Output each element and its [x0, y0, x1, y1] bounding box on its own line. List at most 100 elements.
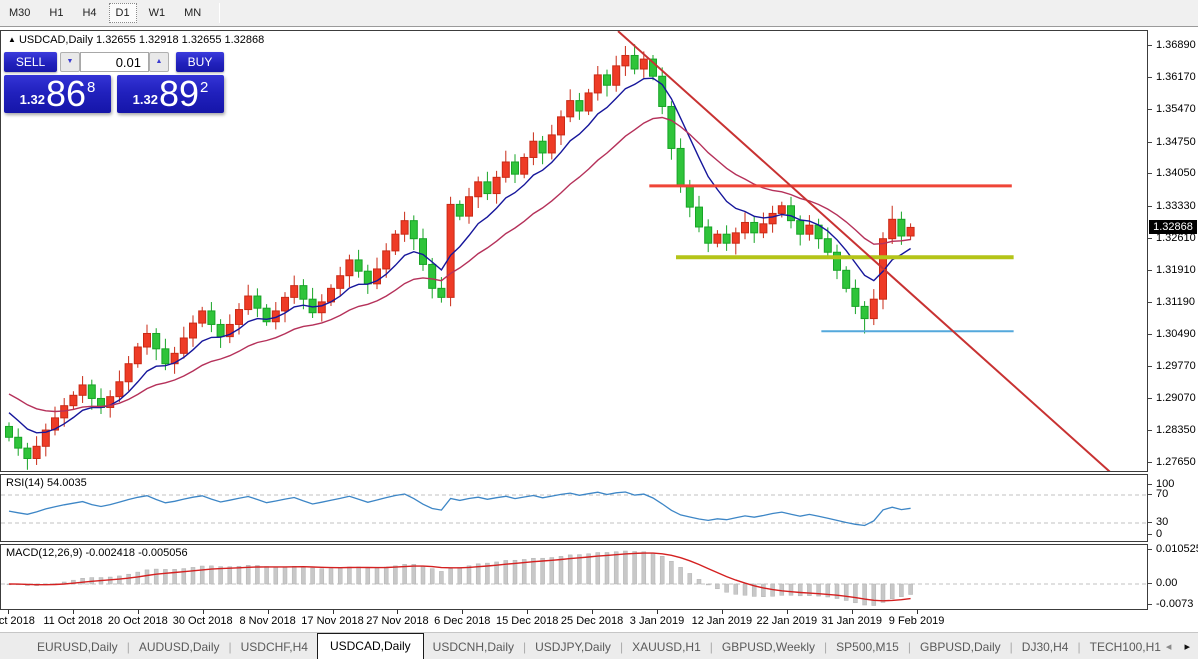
macd-histogram-bar: [347, 566, 352, 585]
timeframe-toolbar: M30 H1 H4 D1 W1 MN: [0, 0, 1198, 27]
tab-dj30-h4[interactable]: DJ30,H4: [1021, 640, 1069, 654]
candle-body: [51, 417, 59, 431]
macd-histogram-bar: [613, 551, 619, 585]
price-axis-label: 1.36170: [1156, 71, 1196, 84]
tab-separator: |: [1009, 640, 1013, 654]
rsi-axis-tick: [1148, 522, 1152, 523]
macd-histogram-bar: [310, 567, 315, 585]
price-axis-label: 1.32610: [1156, 232, 1196, 245]
time-axis-tick: [721, 610, 723, 614]
macd-histogram-bar: [319, 568, 325, 585]
price-axis-label: 1.30490: [1156, 327, 1196, 340]
macd-histogram-bar: [264, 566, 269, 585]
tab-separator: |: [619, 640, 624, 654]
macd-histogram-bar: [163, 569, 168, 585]
timeframe-button-h1[interactable]: H1: [49, 7, 64, 19]
candle-body: [897, 218, 906, 237]
buy-price-box[interactable]: 1.32 89 2: [117, 75, 224, 113]
tab-eurusd-daily[interactable]: EURUSD,Daily: [37, 640, 118, 654]
timeframe-button-h4[interactable]: H4: [82, 7, 97, 19]
macd-histogram-bar: [742, 583, 748, 596]
candle-body: [290, 285, 299, 298]
timeframe-button-mn[interactable]: MN: [184, 7, 202, 19]
tab-usdcad-daily[interactable]: USDCAD,Daily: [316, 633, 424, 659]
time-axis-tick: [592, 610, 594, 614]
toolbar-separator: [219, 3, 221, 23]
tab-gbpusd-weekly[interactable]: GBPUSD,Weekly: [721, 640, 816, 654]
candle-body: [547, 134, 556, 154]
tab-scroll-right-icon[interactable]: ▸: [1184, 641, 1190, 653]
macd-histogram-bar: [705, 583, 711, 586]
macd-indicator-panel[interactable]: [0, 544, 1148, 610]
ma-slow-line: [8, 116, 911, 413]
tab-scroll-left-icon[interactable]: ◂: [1165, 641, 1172, 653]
tab-sp500-m15[interactable]: SP500,M15: [836, 640, 899, 654]
macd-histogram-bar: [374, 567, 380, 585]
macd-axis-label: 0.010525: [1156, 543, 1198, 555]
candle-body: [253, 295, 262, 309]
time-axis-tick: [202, 610, 204, 614]
candle-body: [492, 176, 501, 195]
tab-usdchf-h4[interactable]: USDCHF,H4: [240, 640, 308, 654]
candle-body: [189, 322, 197, 339]
tab-gbpusd-daily[interactable]: GBPUSD,Daily: [919, 640, 1001, 654]
rsi-line: [8, 491, 911, 527]
candle-body: [345, 259, 354, 277]
descending-trendline[interactable]: [617, 31, 1111, 472]
timeframe-button-d1[interactable]: D1: [108, 3, 137, 23]
candle-body: [409, 220, 418, 240]
tab-usdjpy-daily[interactable]: USDJPY,Daily: [535, 640, 611, 654]
candle-body: [152, 332, 161, 350]
rsi-axis-label: 100: [1156, 478, 1175, 490]
macd-signal-line: [8, 552, 911, 602]
price-axis[interactable]: 1.36890 1.36170 1.35470 1.34750 1.34050 1.333…: [1148, 30, 1198, 610]
price-axis-tick: [1148, 141, 1152, 143]
price-axis-label: 1.28350: [1156, 424, 1196, 437]
candle-body: [759, 223, 768, 234]
macd-histogram-bar: [641, 551, 647, 585]
macd-histogram-bar: [494, 561, 499, 585]
volume-decrease-button[interactable]: ▼: [60, 52, 80, 72]
price-axis-tick: [1148, 430, 1152, 432]
time-axis-label: 3 Jan 2019: [629, 615, 685, 627]
macd-histogram-bar: [181, 568, 187, 585]
candle-body: [695, 206, 703, 228]
time-axis-tick: [397, 610, 399, 614]
timeframe-button-w1[interactable]: W1: [148, 7, 166, 19]
sell-button[interactable]: SELL: [4, 52, 57, 72]
timeframe-button-m30[interactable]: M30: [9, 7, 31, 19]
time-axis-tick: [267, 610, 269, 614]
macd-histogram-bar: [126, 573, 131, 585]
chart-close: 1.32868: [224, 34, 265, 46]
tab-xauusd-h1[interactable]: XAUUSD,H1: [632, 640, 701, 654]
buy-price-prefix: 1.32: [132, 91, 158, 107]
candle-body: [446, 203, 455, 298]
price-axis-label: 1.36890: [1156, 39, 1196, 51]
candle-body: [207, 310, 216, 325]
time-axis-label: 11 Oct 2018: [43, 615, 103, 627]
time-axis[interactable]: 2 Oct 2018 11 Oct 2018 20 Oct 2018 30 Oct 2…: [0, 610, 1148, 632]
buy-price-digits: 89: [158, 73, 199, 114]
candle-body: [593, 74, 602, 94]
volume-input[interactable]: [80, 52, 149, 72]
rsi-indicator-panel[interactable]: [0, 474, 1148, 542]
candle-body: [216, 323, 225, 338]
tab-usdcnh-daily[interactable]: USDCNH,Daily: [432, 640, 514, 654]
macd-histogram-bar: [733, 583, 739, 595]
buy-button[interactable]: BUY: [176, 52, 224, 72]
time-axis-label: 17 Nov 2018: [301, 615, 364, 627]
tab-tech100-h1[interactable]: TECH100,H1: [1089, 640, 1161, 654]
macd-histogram-bar: [880, 583, 886, 603]
sell-price-box[interactable]: 1.32 86 8: [4, 75, 111, 113]
chart-symbol: USDCAD,Daily: [18, 34, 93, 46]
macd-indicator-label: MACD(12,26,9) -0.002418 -0.005056: [6, 547, 188, 559]
rsi-axis-tick: [1148, 484, 1152, 485]
macd-histogram-bar: [807, 583, 812, 596]
volume-increase-button[interactable]: ▲: [149, 52, 169, 72]
macd-histogram-bar: [420, 565, 426, 585]
candle-body: [373, 268, 381, 285]
tab-audusd-daily[interactable]: AUDUSD,Daily: [138, 640, 220, 654]
macd-histogram-bar: [383, 566, 389, 585]
macd-histogram-bar: [632, 551, 637, 585]
